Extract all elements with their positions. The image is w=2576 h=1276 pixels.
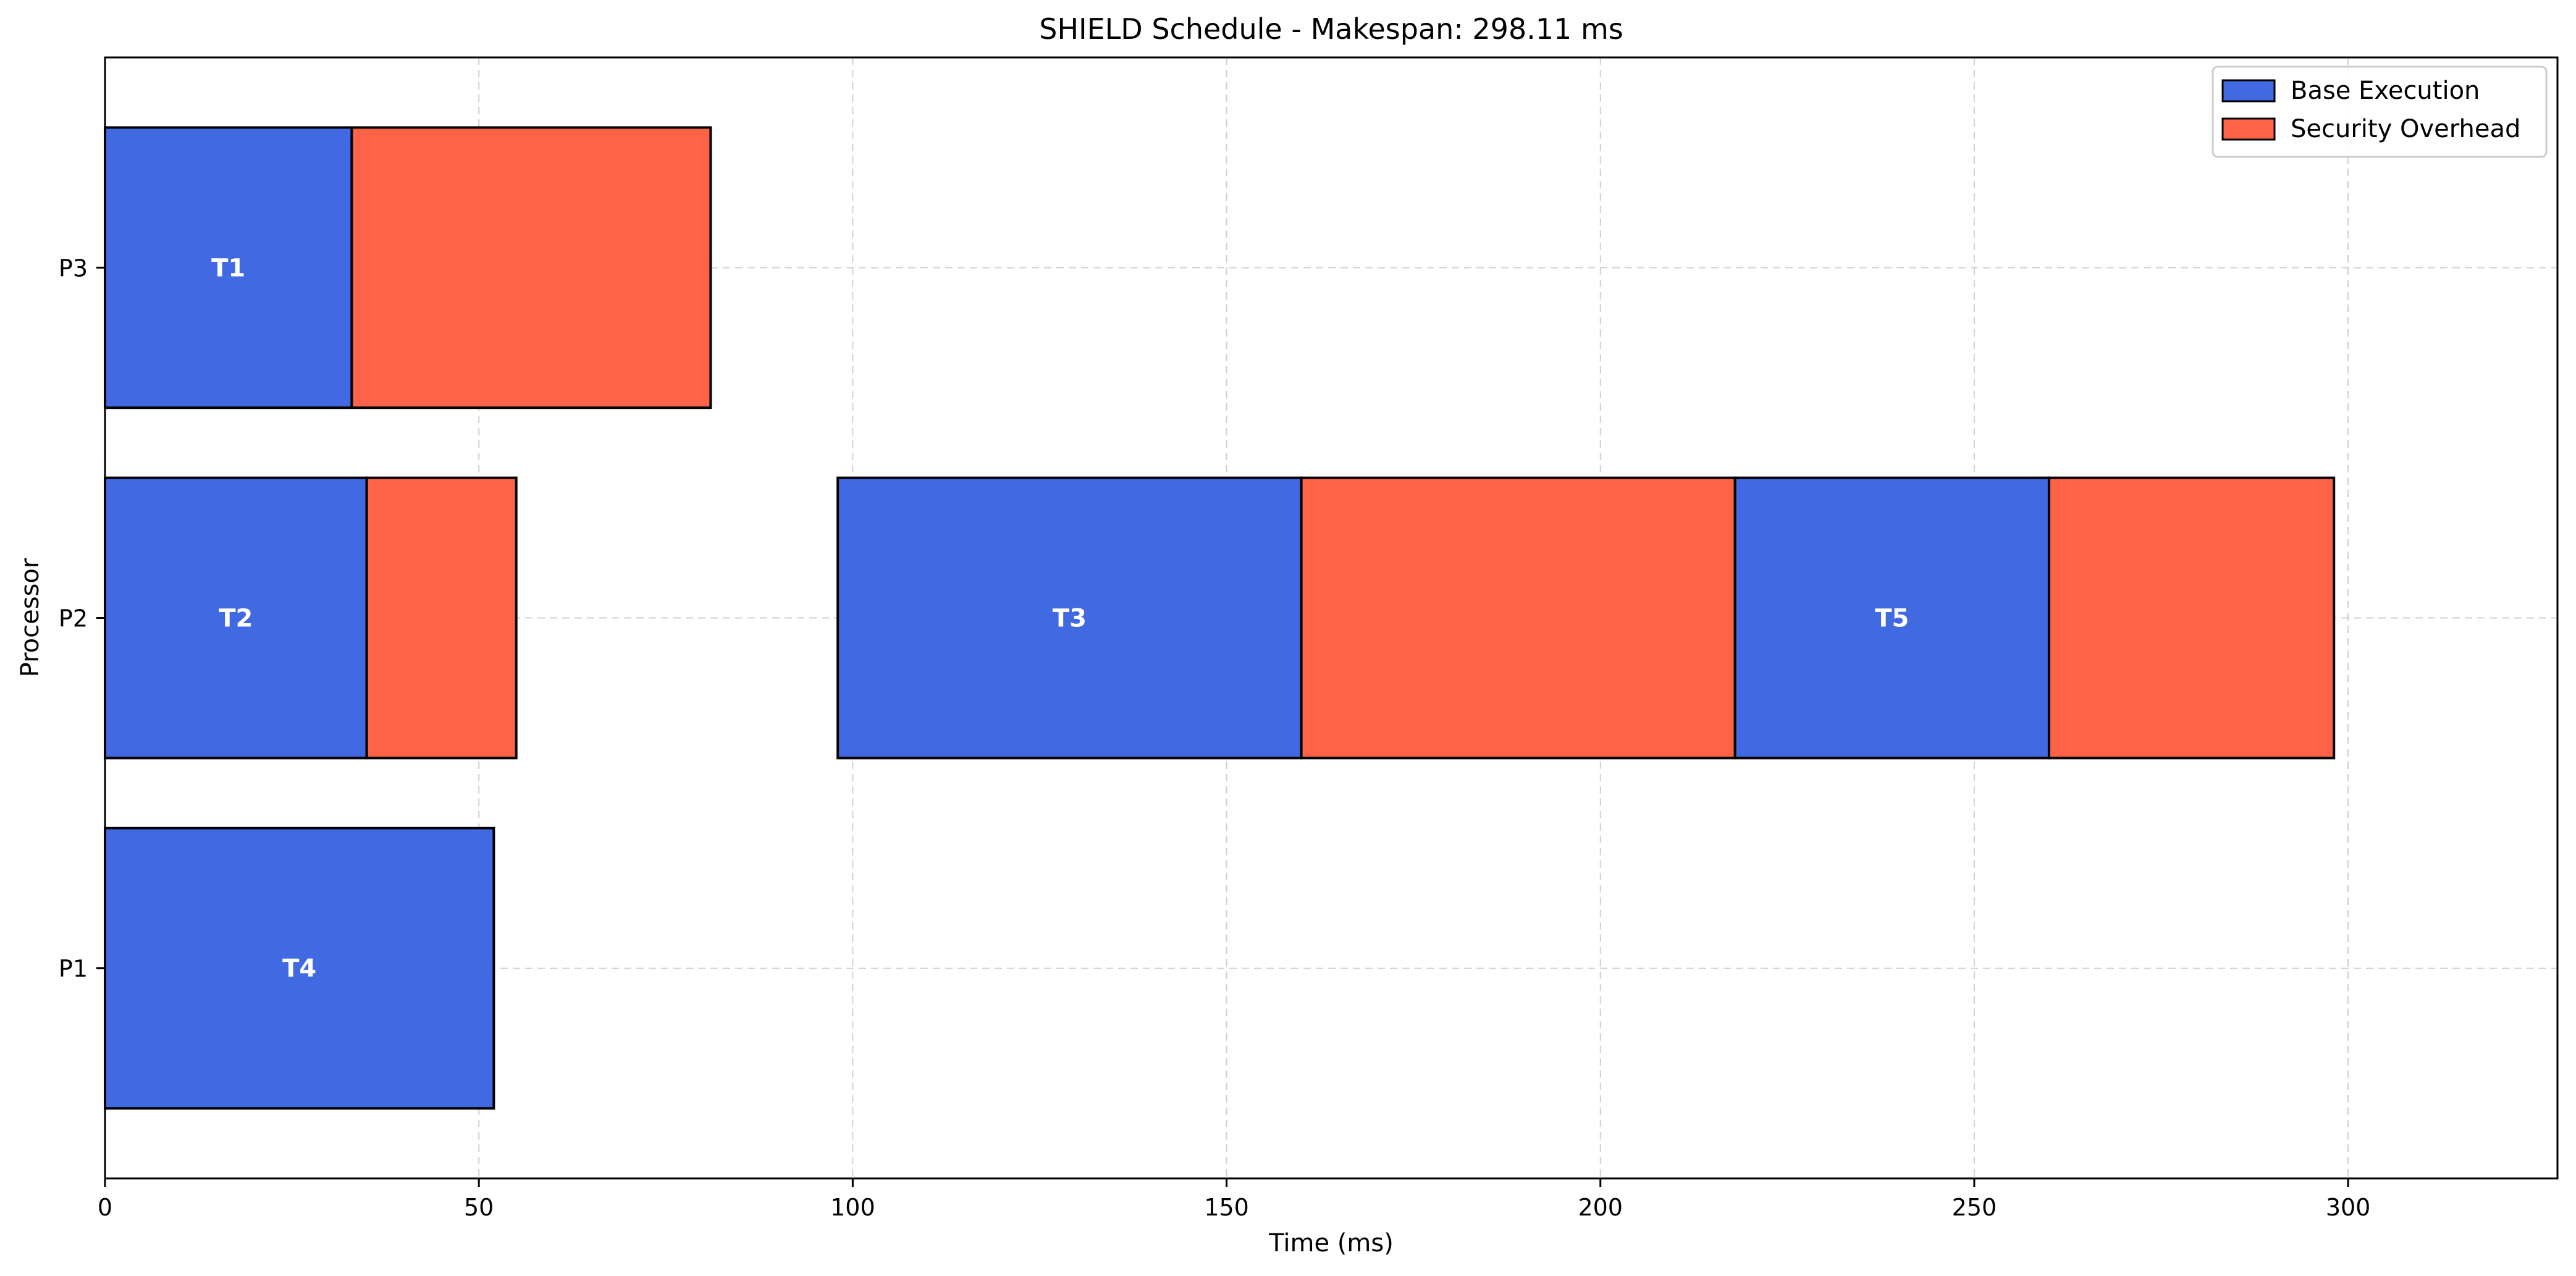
x-axis-label: Time (ms)	[1268, 1229, 1394, 1257]
legend: Base Execution Security Overhead	[2212, 65, 2548, 158]
x-tick-label: 200	[1578, 1194, 1623, 1221]
task-label-t5: T5	[1875, 605, 1909, 633]
legend-swatch	[2221, 117, 2276, 141]
y-axis: P1 P2 P3	[59, 254, 105, 983]
bars: T1 T2 T3 T5 T4	[104, 126, 2336, 1110]
x-tick-label: 300	[2326, 1194, 2371, 1221]
base-execution-bar-t4	[104, 826, 495, 1110]
x-tick-label: 0	[98, 1194, 112, 1221]
x-tick-label: 150	[1204, 1194, 1249, 1221]
legend-box	[2212, 65, 2548, 158]
x-axis: 0 50 100 150 200 250 300	[98, 1178, 2370, 1221]
security-overhead-bar-t2	[365, 476, 518, 760]
security-overhead-bar-t5	[2047, 476, 2336, 760]
y-tick-label: P2	[59, 605, 88, 632]
security-overhead-bar-t3	[1300, 476, 1736, 760]
task-label-t4: T4	[282, 955, 316, 983]
x-tick-label: 250	[1952, 1194, 1997, 1221]
x-tick-label: 50	[464, 1194, 494, 1221]
chart-title: SHIELD Schedule - Makespan: 298.11 ms	[1039, 12, 1623, 46]
legend-label: Security Overhead	[2291, 115, 2520, 143]
task-label-t2: T2	[219, 605, 253, 633]
task-label-t3: T3	[1053, 605, 1087, 633]
y-axis-label: Processor	[16, 558, 44, 677]
x-tick-label: 100	[830, 1194, 875, 1221]
base-execution-bar-t3	[836, 476, 1303, 760]
base-execution-bar-t2	[104, 476, 368, 760]
legend-label: Base Execution	[2291, 77, 2480, 105]
legend-swatch	[2221, 79, 2276, 103]
y-tick-label: P3	[59, 254, 88, 282]
base-execution-bar-t5	[1733, 476, 2050, 760]
task-label-t1: T1	[211, 254, 245, 282]
y-tick-label: P1	[59, 955, 88, 983]
security-overhead-bar-t1	[350, 126, 712, 409]
